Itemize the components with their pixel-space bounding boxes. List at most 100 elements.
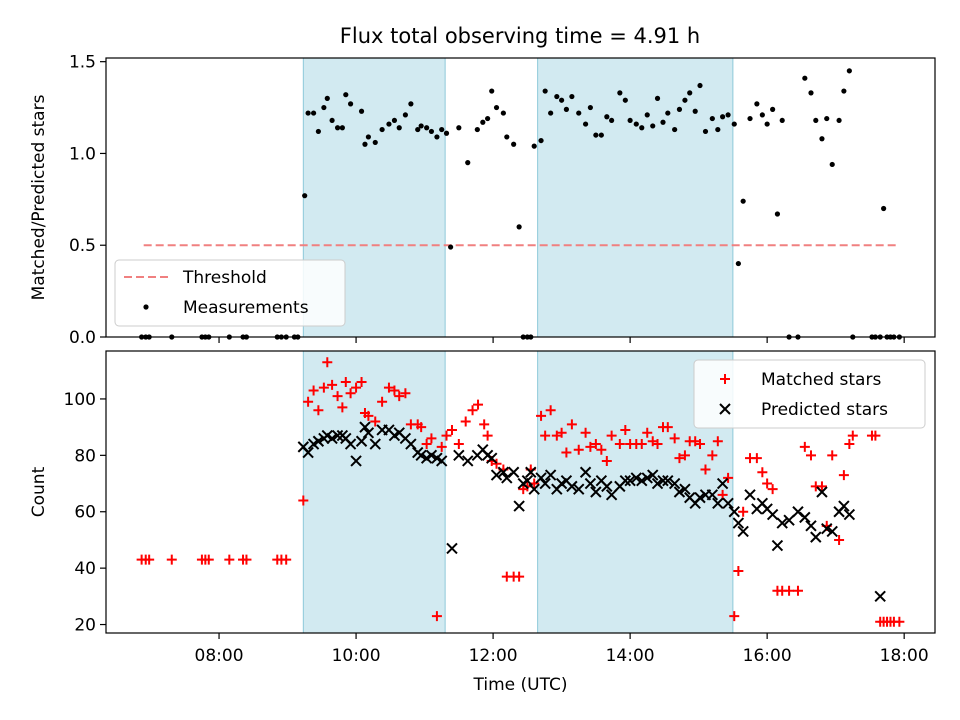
observing-band	[302, 350, 446, 634]
y-tick-label: 0.5	[69, 236, 96, 256]
measurement-point	[576, 110, 582, 116]
predicted-star-point	[355, 435, 368, 447]
y-axis-label: Count	[29, 466, 49, 517]
legend-box	[693, 359, 926, 429]
matched-star-point	[662, 422, 673, 433]
measurement-point	[548, 110, 554, 116]
matched-star-point	[729, 611, 740, 622]
predicted-star-point	[647, 469, 659, 481]
measurement-point	[633, 121, 639, 127]
legend-predicted-label: Predicted stars	[761, 400, 888, 420]
measurement-point	[644, 112, 650, 118]
predicted-star-point	[722, 497, 734, 509]
matched-star-point	[453, 439, 464, 450]
measurement-point	[654, 95, 661, 101]
y-axis-label: Matched/Predicted stars	[29, 94, 49, 300]
measurement-point	[347, 101, 354, 107]
measurement-point	[650, 123, 656, 129]
predicted-star-point	[350, 455, 362, 467]
measurement-point	[709, 115, 715, 122]
matched-star-point	[585, 441, 596, 452]
predicted-star-point	[436, 455, 448, 467]
matched-star-point	[596, 444, 607, 455]
predicted-star-point	[525, 466, 537, 478]
matched-star-point	[482, 430, 493, 441]
measurement-point	[408, 101, 414, 107]
predicted-star-point	[783, 514, 795, 526]
matched-star-point	[834, 534, 845, 545]
measurement-point	[324, 95, 330, 101]
matched-star-point	[620, 424, 631, 435]
y-tick-label: 60	[74, 503, 96, 523]
y-tick-label: 20	[74, 616, 96, 636]
predicted-star-point	[359, 421, 371, 433]
matched-star-point	[241, 554, 252, 565]
matched-star-point	[540, 430, 551, 441]
matched-star-point	[345, 388, 356, 399]
matched-star-point	[467, 405, 478, 416]
matched-star-point	[473, 399, 484, 410]
x-tick-label: 18:00	[880, 646, 929, 666]
matched-star-point	[166, 554, 177, 565]
measurement-point	[604, 114, 610, 120]
matched-star-point	[394, 391, 405, 402]
matched-star-point	[784, 585, 795, 596]
measurement-point	[511, 141, 517, 147]
measurement-point	[846, 68, 852, 74]
measurement-point	[439, 126, 445, 133]
predicted-star-point	[673, 486, 686, 498]
matched-star-point	[847, 430, 858, 441]
measurement-point	[418, 123, 424, 129]
matched-star-point	[514, 571, 525, 582]
x-tick-label: 14:00	[606, 646, 655, 666]
measurement-point	[493, 104, 500, 111]
matched-star-point	[313, 405, 324, 416]
measurement-point	[563, 106, 570, 112]
predicted-star-point	[679, 483, 691, 495]
predicted-star-point	[771, 539, 784, 552]
matched-star-point	[351, 382, 362, 393]
measurement-point	[759, 112, 765, 118]
matched-star-point	[479, 419, 490, 430]
matched-star-point	[652, 439, 663, 450]
measurement-point	[365, 134, 372, 140]
matched-star-point	[556, 427, 567, 438]
measurement-point	[569, 93, 575, 100]
y-tick-label: 80	[74, 446, 96, 466]
matched-star-point	[707, 450, 718, 461]
predicted-star-point	[810, 531, 822, 543]
measurement-point	[305, 110, 311, 116]
predicted-star-point	[744, 489, 756, 501]
chart-title: Flux total observing time = 4.91 h	[340, 24, 700, 48]
measurement-point	[538, 137, 544, 144]
measurement-point	[391, 117, 398, 124]
measurement-point	[725, 112, 731, 118]
matched-star-point	[436, 441, 447, 452]
matched-star-point	[844, 439, 855, 450]
measurement-point	[315, 128, 321, 135]
measurement-point	[735, 260, 741, 267]
matched-star-point	[894, 616, 905, 627]
predicted-star-point	[344, 438, 357, 450]
panel-top: 0.0 0.5 1.0 1.5 Matched/Predicted stars Thres…	[29, 53, 936, 348]
measurement-point	[627, 117, 633, 124]
predicted-star-point	[362, 427, 375, 439]
predicted-star-point	[425, 449, 438, 462]
matched-star-point	[805, 450, 816, 461]
matched-star-point	[757, 467, 768, 478]
predicted-star-point	[605, 489, 618, 501]
matched-star-point	[377, 396, 388, 407]
measurement-point	[465, 160, 471, 166]
predicted-star-point	[528, 483, 540, 495]
predicted-star-point	[544, 469, 557, 481]
legend-matched-label: Matched stars	[761, 370, 881, 390]
measurement-point	[362, 141, 368, 147]
matched-star-point	[590, 439, 601, 450]
measurement-point	[379, 126, 385, 133]
measurement-point	[813, 117, 819, 124]
predicted-star-point	[369, 438, 381, 450]
matched-star-point	[545, 405, 556, 416]
matched-star-point	[303, 396, 314, 407]
x-tick-label: 10:00	[332, 646, 381, 666]
measurement-point	[829, 161, 835, 168]
